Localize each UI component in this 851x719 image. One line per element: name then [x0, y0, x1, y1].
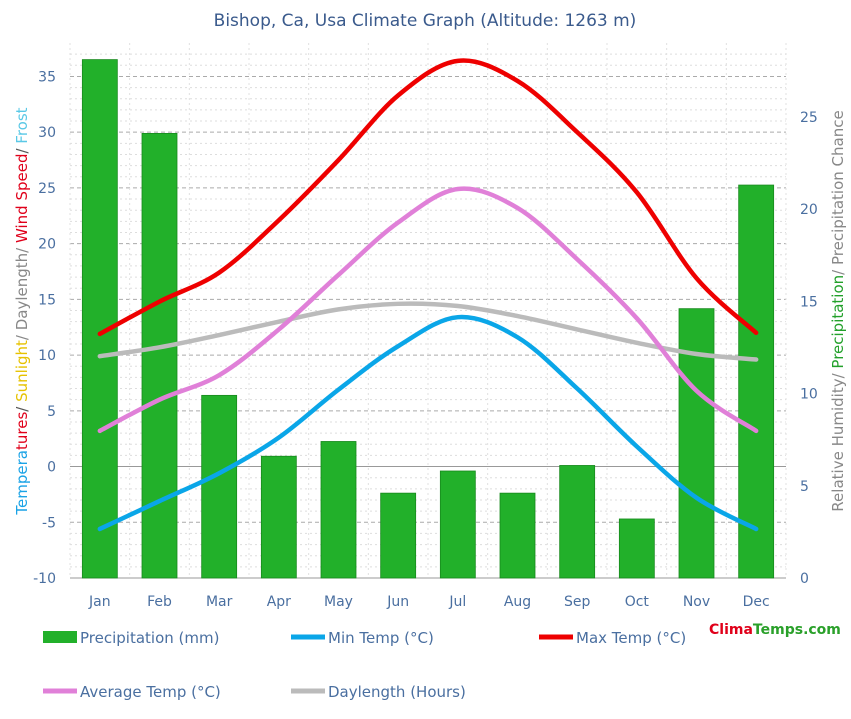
x-tick-label: Apr [267, 594, 291, 610]
x-tick-label: Feb [147, 594, 172, 610]
x-tick-label: Sep [564, 594, 591, 610]
x-tick-label: May [324, 594, 353, 610]
precipitation-bar [439, 470, 476, 579]
axis-label-part: Wind Speed [13, 154, 31, 244]
left-tick-label: 25 [38, 181, 56, 197]
precipitation-bar [141, 132, 178, 579]
axis-label-part: Frost [13, 107, 31, 143]
precipitation-bar [320, 441, 357, 579]
legend: Precipitation (mm) Min Temp (°C) Max Temp … [43, 629, 686, 701]
left-tick-label: -5 [42, 515, 56, 531]
axis-label-part: Precipitation [829, 275, 847, 369]
series-line-max-temp-c [97, 58, 759, 337]
brand-part: Temps [753, 622, 803, 638]
chart-title: Bishop, Ca, Usa Climate Graph (Altitude:… [214, 11, 637, 31]
right-tick-label: 5 [800, 479, 809, 495]
legend-swatch-bar [43, 631, 77, 643]
x-tick-label: Jul [448, 594, 466, 610]
precipitation-bar [618, 518, 655, 579]
axis-label-part: / [13, 144, 31, 154]
legend-label: Daylength (Hours) [328, 683, 466, 701]
right-tick-label: 15 [800, 294, 818, 310]
right-tick-label: 25 [800, 110, 818, 126]
x-tick-label: Mar [206, 594, 233, 610]
precipitation-bar [380, 492, 417, 579]
left-tick-label: 35 [38, 69, 56, 85]
axis-label-part: / Precipitation Chance [829, 110, 847, 275]
precipitation-bar [559, 465, 596, 579]
left-axis-label: Temperatures/ Sunlight/ Daylength/ Wind … [13, 107, 31, 515]
axis-label-part: tures [13, 412, 31, 450]
axis-label-part: Sunlight [13, 340, 31, 402]
series-lines [97, 58, 759, 532]
axis-label-part: Tempera [13, 450, 31, 516]
legend-label: Min Temp (°C) [328, 629, 434, 647]
x-tick-label: Nov [683, 594, 710, 610]
precipitation-bar [260, 455, 297, 579]
x-tick-label: Dec [743, 594, 770, 610]
precipitation-bar [81, 59, 118, 579]
series-line-daylength-hours [97, 301, 759, 362]
x-tick-label: Aug [504, 594, 531, 610]
x-tick-label: Oct [625, 594, 650, 610]
gridlines [69, 43, 787, 579]
left-tick-label: 10 [38, 348, 56, 364]
right-tick-label: 10 [800, 387, 818, 403]
precipitation-bar [678, 308, 715, 579]
axis-label-part: / [13, 402, 31, 412]
legend-label: Precipitation (mm) [80, 629, 219, 647]
left-tick-label: 20 [38, 237, 56, 253]
left-tick-label: 0 [47, 460, 56, 476]
x-axis-ticks: Jan Feb Mar Apr May Jun Jul Aug Sep Oct Nov Dec [88, 594, 770, 610]
left-tick-label: 5 [47, 404, 56, 420]
right-axis-ticks: 0 5 10 15 20 25 [800, 110, 818, 587]
precipitation-bar [499, 492, 536, 579]
series-line-min-temp-c [97, 314, 759, 532]
right-tick-label: 0 [800, 571, 809, 587]
x-tick-label: Jan [88, 594, 111, 610]
left-tick-label: 30 [38, 125, 56, 141]
axis-label-part: Relative Humidity/ [829, 369, 847, 512]
right-axis-label: Relative Humidity/ Precipitation/ Precip… [829, 110, 847, 511]
series-line-average-temp-c [97, 186, 759, 434]
brand-part: .com [803, 622, 841, 638]
brand-logo[interactable]: ClimaTemps.com [709, 622, 841, 638]
left-tick-label: 15 [38, 292, 56, 308]
legend-label: Max Temp (°C) [576, 629, 686, 647]
brand-part: Clima [709, 622, 753, 638]
right-tick-label: 20 [800, 202, 818, 218]
precipitation-bar [201, 394, 238, 579]
legend-label: Average Temp (°C) [80, 683, 221, 701]
precipitation-bar [738, 184, 775, 579]
left-tick-label: -10 [33, 571, 56, 587]
x-tick-label: Jun [386, 594, 409, 610]
axis-label-part: / Daylength/ [13, 243, 31, 340]
left-axis-ticks: -10 -5 0 5 10 15 20 25 30 35 [33, 69, 56, 587]
